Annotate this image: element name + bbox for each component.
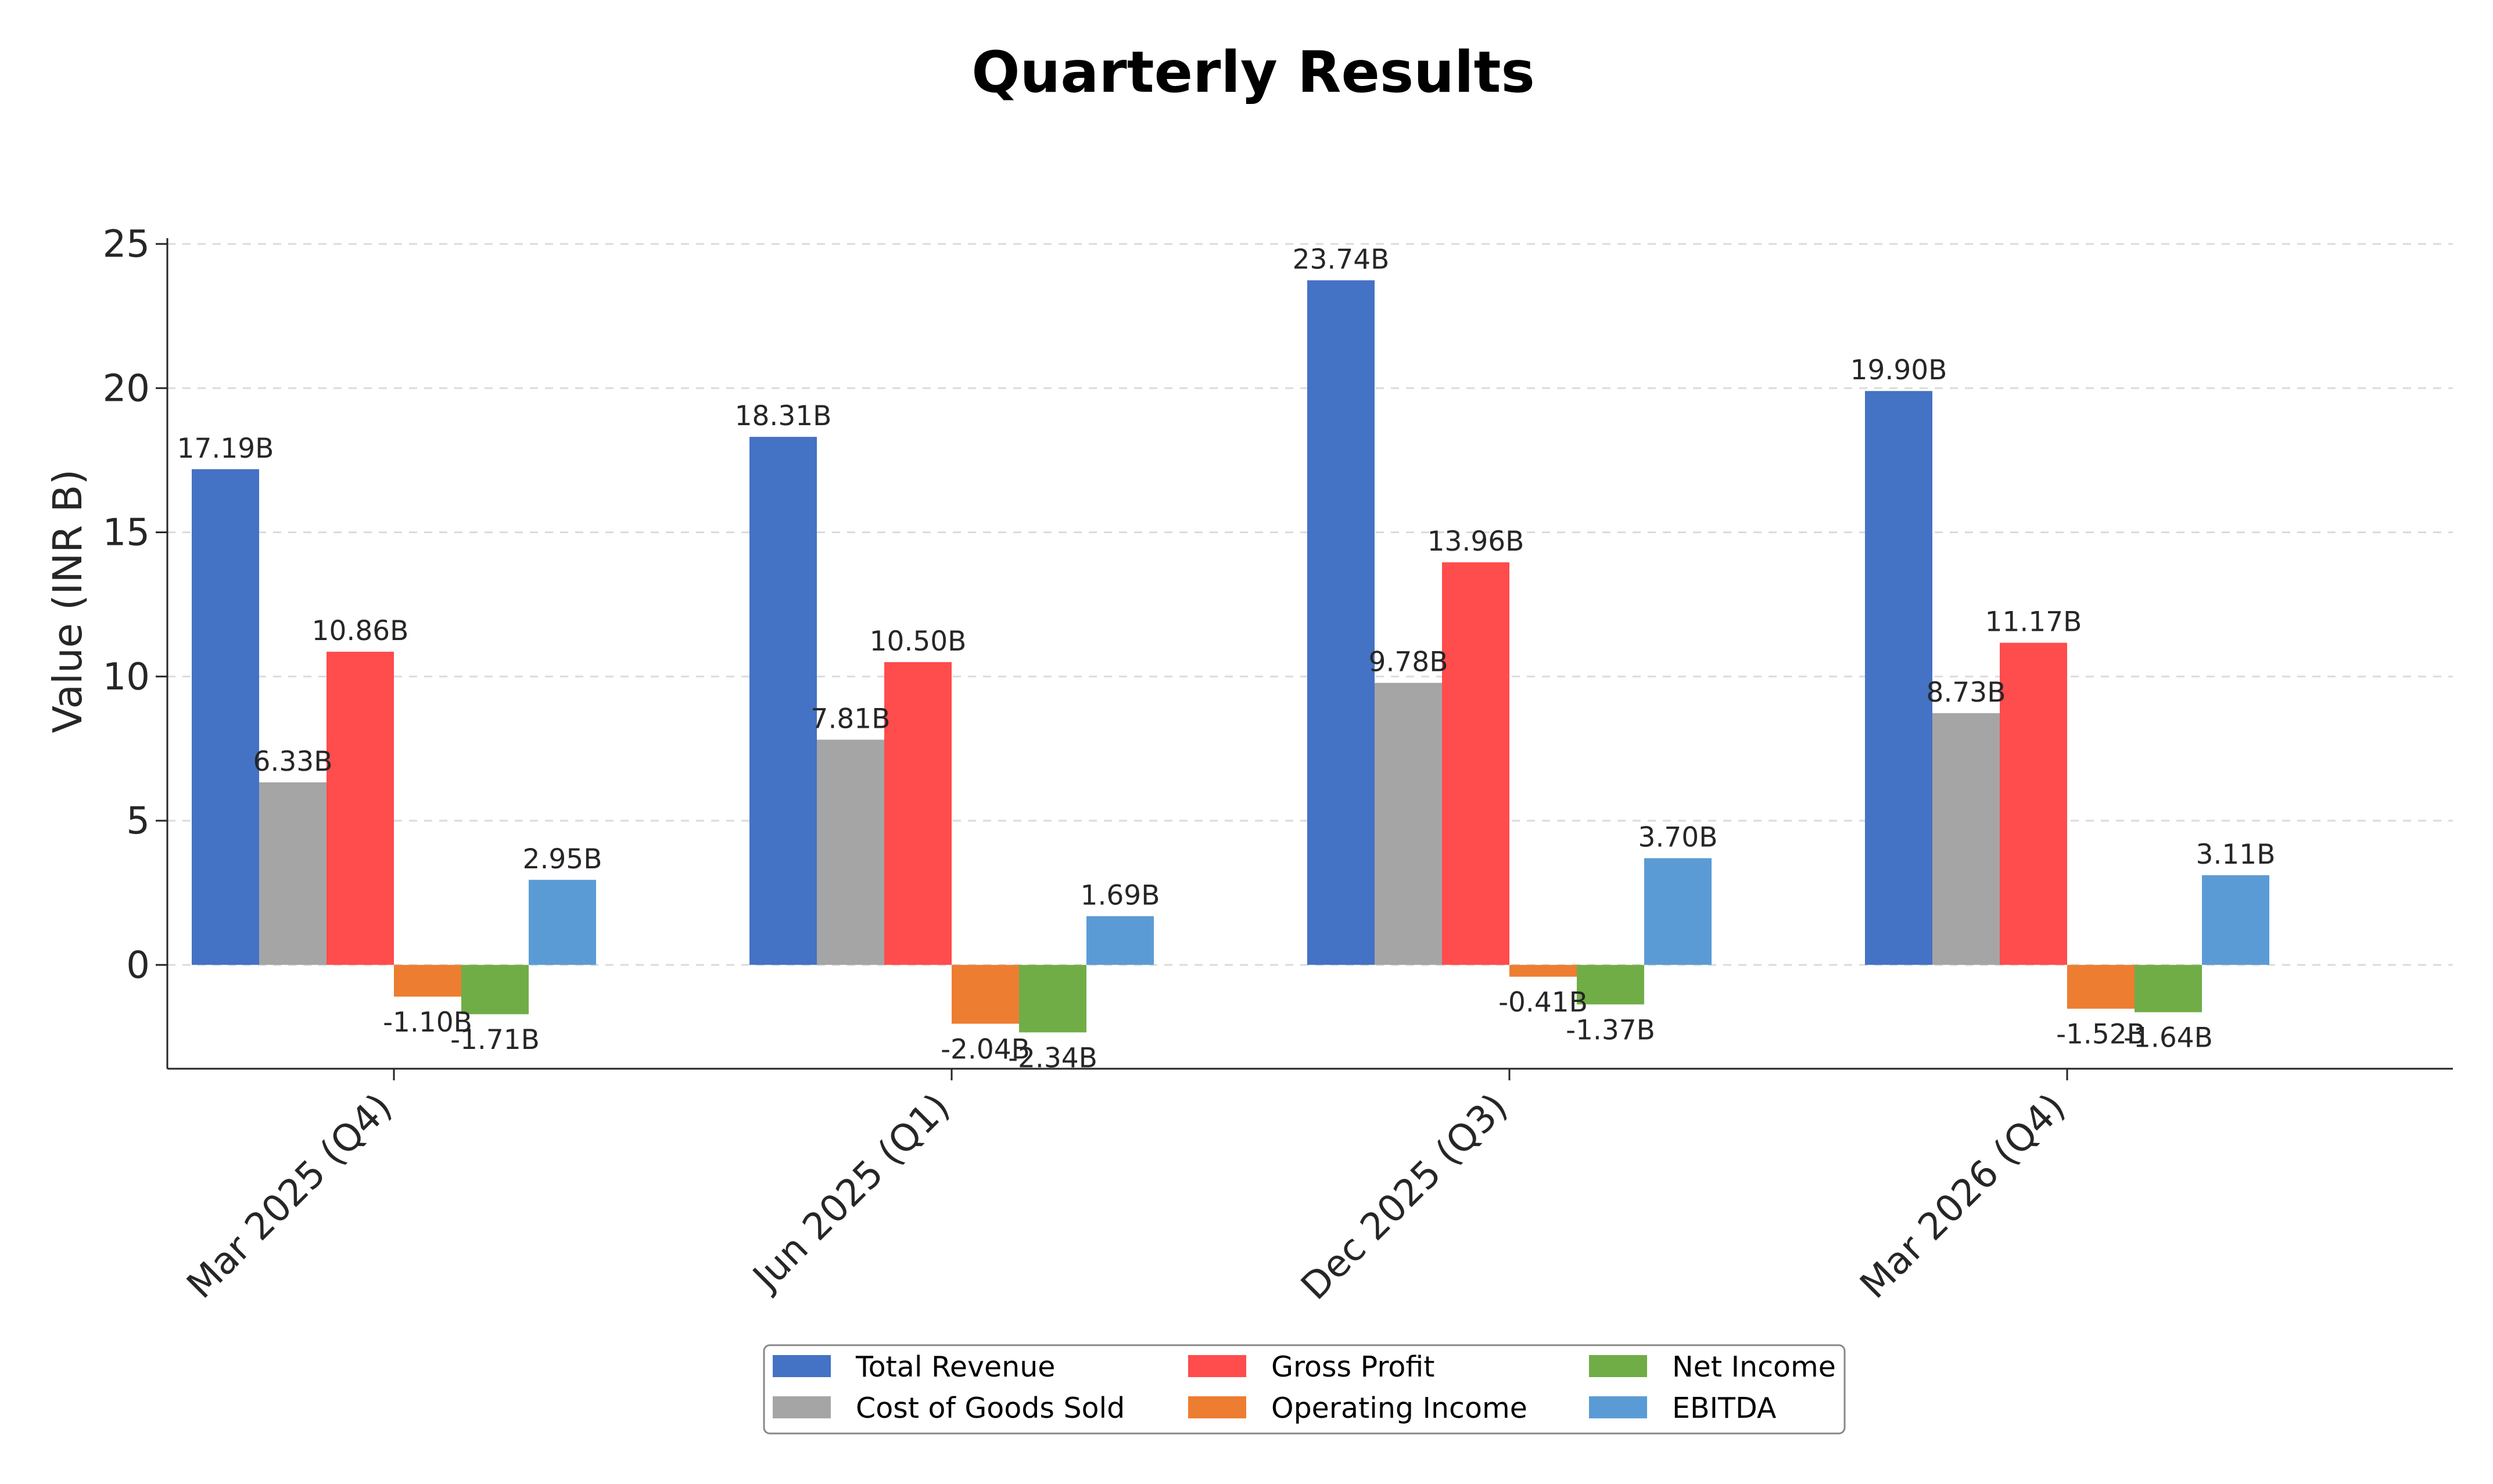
bar — [1442, 562, 1509, 965]
legend-box — [763, 1344, 1846, 1435]
data-label: -1.64B — [2123, 1022, 2213, 1054]
legend-entry: Total Revenue — [855, 1350, 1055, 1384]
bar — [1865, 391, 1932, 965]
bar — [1307, 280, 1375, 965]
legend-swatch — [1188, 1396, 1246, 1418]
legend-entry: Gross Profit — [1271, 1350, 1434, 1384]
data-label: 8.73B — [1927, 677, 2006, 709]
bar — [529, 879, 596, 965]
data-label: 7.81B — [811, 703, 891, 735]
bar — [394, 965, 461, 997]
data-label: 6.33B — [253, 746, 333, 778]
legend-swatch — [773, 1396, 831, 1418]
data-label: -1.10B — [383, 1007, 472, 1039]
data-label: 19.90B — [1850, 354, 1947, 386]
data-label: 10.50B — [870, 626, 967, 657]
bar — [2067, 965, 2135, 1009]
legend-swatch — [773, 1355, 831, 1377]
data-label: 3.11B — [2196, 839, 2276, 871]
bar — [259, 782, 327, 965]
data-label: -0.41B — [1498, 987, 1588, 1019]
bar — [884, 662, 952, 965]
y-axis-label: Value (INR B) — [45, 469, 91, 733]
bar — [327, 652, 394, 965]
bar — [2000, 642, 2067, 965]
legend-entry: Operating Income — [1271, 1392, 1527, 1425]
bar — [1577, 965, 1644, 1005]
data-labels: 17.19B 6.33B 10.86B -1.10B-1.71B 2.95B 18.31B… — [177, 244, 2276, 1075]
data-label: 11.17B — [1985, 606, 2082, 638]
bar — [1086, 916, 1154, 965]
legend-entry: Cost of Goods Sold — [856, 1392, 1125, 1425]
bar — [461, 965, 529, 1015]
bar — [1375, 682, 1442, 965]
legend-entry: Net Income — [1672, 1350, 1836, 1384]
y-tick-label: 20 — [103, 367, 150, 410]
data-label: -1.37B — [1566, 1014, 1655, 1046]
bar — [2202, 875, 2269, 965]
grid-lines — [167, 243, 2453, 966]
bar — [2135, 965, 2202, 1012]
bar — [192, 469, 259, 965]
y-tick-label: 5 — [126, 800, 150, 843]
data-label: 9.78B — [1369, 646, 1448, 678]
data-label: 18.31B — [735, 400, 832, 432]
data-label: -2.04B — [941, 1034, 1030, 1066]
chart-title: Quarterly Results — [971, 39, 1535, 106]
legend-swatch — [1589, 1396, 1647, 1418]
data-label: 3.70B — [1638, 822, 1718, 854]
data-label: 1.69B — [1081, 879, 1160, 911]
y-tick-label: 0 — [126, 944, 150, 987]
legend-swatch — [1589, 1355, 1647, 1377]
bars — [192, 280, 2269, 1033]
data-label: 2.95B — [523, 843, 602, 875]
bar — [817, 739, 884, 965]
data-label: -1.52B — [2056, 1019, 2146, 1051]
bar — [952, 965, 1019, 1024]
data-label: -1.71B — [450, 1024, 540, 1056]
legend: Total Revenue Cost of Goods Sold Gross Pro… — [763, 1344, 1846, 1435]
data-label: 17.19B — [177, 433, 274, 465]
data-label: 10.86B — [312, 615, 409, 647]
bar — [1932, 713, 2000, 965]
bar — [1644, 858, 1712, 965]
legend-entry: EBITDA — [1672, 1392, 1777, 1425]
legend-swatch — [1188, 1355, 1246, 1377]
y-tick-label: 15 — [103, 512, 150, 555]
y-tick-label: 10 — [103, 656, 150, 699]
bar — [749, 437, 817, 965]
bar — [1509, 965, 1577, 977]
data-label: 23.74B — [1293, 244, 1390, 276]
data-label: 13.96B — [1427, 526, 1525, 558]
bar — [1019, 965, 1086, 1033]
y-tick-label: 25 — [103, 223, 150, 266]
